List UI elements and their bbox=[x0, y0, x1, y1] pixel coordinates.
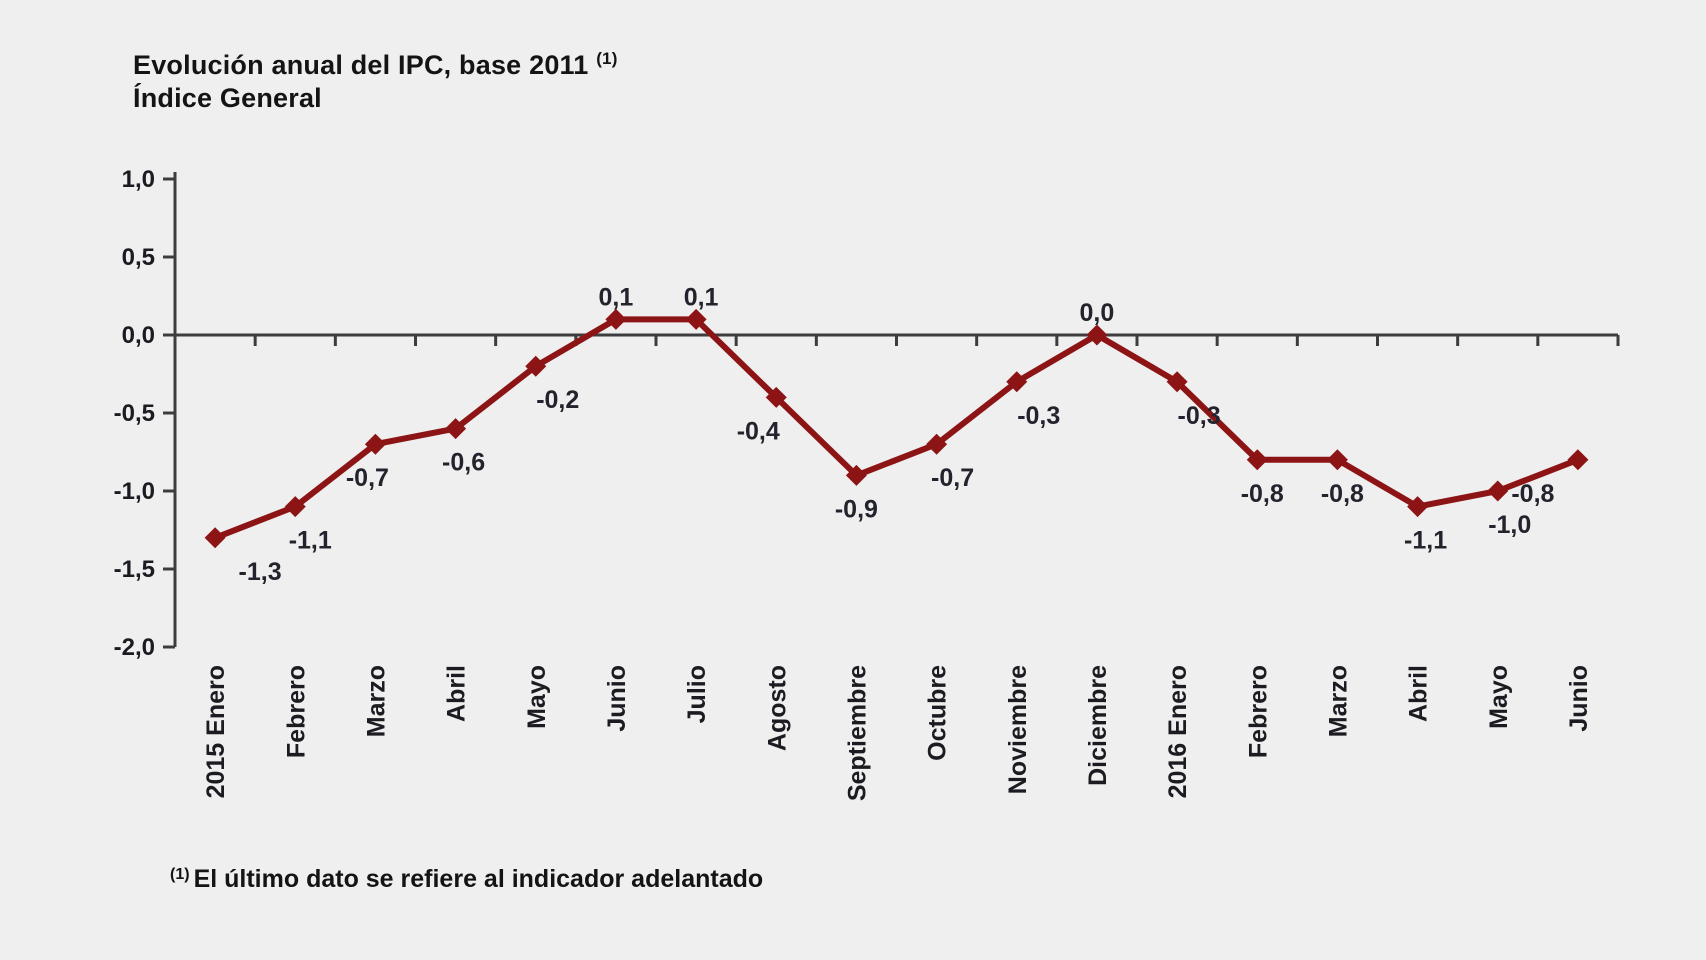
x-category-label: Octubre bbox=[924, 665, 952, 761]
data-point-marker bbox=[204, 527, 226, 549]
y-tick-label: -1,0 bbox=[114, 478, 155, 505]
data-point-label: -0,8 bbox=[1321, 480, 1364, 508]
x-category-label: 2016 Enero bbox=[1164, 665, 1192, 798]
data-point-label: -0,4 bbox=[737, 417, 780, 445]
data-point-marker bbox=[685, 308, 707, 330]
data-point-marker bbox=[525, 355, 547, 377]
data-point-label: 0,1 bbox=[599, 283, 634, 311]
data-point-marker bbox=[364, 433, 386, 455]
x-category-label: Noviembre bbox=[1004, 665, 1032, 794]
data-point-marker bbox=[1246, 449, 1268, 471]
data-point-marker bbox=[1407, 496, 1429, 518]
y-tick-label: -1,5 bbox=[114, 556, 155, 583]
data-point-label: -0,6 bbox=[442, 449, 485, 477]
x-category-label: Agosto bbox=[763, 665, 791, 751]
x-category-label: Diciembre bbox=[1084, 665, 1112, 786]
data-point-marker bbox=[845, 464, 867, 486]
data-point-label: -0,2 bbox=[536, 386, 579, 414]
data-point-marker bbox=[1326, 449, 1348, 471]
data-point-marker bbox=[926, 433, 948, 455]
x-category-labels: 2015 Enero Febrero Marzo Abril Mayo Junio Juli… bbox=[202, 665, 1593, 801]
x-category-label: Abril bbox=[443, 665, 471, 722]
x-category-label: Febrero bbox=[1244, 665, 1272, 758]
data-point-marker bbox=[605, 308, 627, 330]
data-point-marker bbox=[1567, 449, 1589, 471]
footnote-text: El último dato se refiere al indicador a… bbox=[193, 865, 764, 893]
x-category-label: Marzo bbox=[1324, 665, 1352, 737]
data-point-label: -0,3 bbox=[1017, 402, 1060, 430]
data-point-marker bbox=[1006, 371, 1028, 393]
data-point-label: -0,8 bbox=[1511, 480, 1554, 508]
data-point-marker bbox=[1086, 324, 1108, 346]
data-point-label: 0,0 bbox=[1080, 299, 1115, 327]
x-category-label: Marzo bbox=[362, 665, 390, 737]
data-point-label: -0,9 bbox=[835, 495, 878, 523]
y-tick-label: -2,0 bbox=[114, 634, 155, 661]
title-footnote-marker: (1) bbox=[596, 49, 618, 68]
data-point-label: -0,8 bbox=[1241, 480, 1284, 508]
x-category-label: Mayo bbox=[1485, 665, 1513, 729]
y-tick-label: 1,0 bbox=[122, 166, 155, 193]
data-labels: -1,3-1,1-0,7-0,6-0,20,1 0,1-0,4-0,9-0,7-0… bbox=[239, 283, 1555, 585]
y-tick-label: 0,5 bbox=[122, 244, 155, 271]
footnote-marker: (1) bbox=[170, 866, 190, 883]
data-point-marker bbox=[284, 496, 306, 518]
y-tick-label: 0,0 bbox=[122, 322, 155, 349]
series-markers bbox=[204, 308, 1589, 549]
series-line bbox=[212, 316, 1581, 541]
data-point-label: -1,3 bbox=[239, 558, 282, 586]
y-axis: 1,0 0,5 0,0 -0,5 -1,0 -1,5 -2,0 bbox=[114, 166, 177, 661]
x-category-label: Mayo bbox=[523, 665, 551, 729]
data-point-label: -0,7 bbox=[346, 464, 389, 492]
x-category-label: Febrero bbox=[282, 665, 310, 758]
chart-footnote: (1) El último dato se refiere al indicado… bbox=[170, 865, 763, 894]
data-point-label: -1,0 bbox=[1488, 511, 1531, 539]
chart-title-line1: Evolución anual del IPC, base 2011 (1) bbox=[133, 49, 618, 80]
data-point-label: -1,1 bbox=[1404, 527, 1447, 555]
x-category-label: Junio bbox=[1565, 665, 1593, 732]
data-point-label: -0,3 bbox=[1178, 402, 1221, 430]
data-point-marker bbox=[445, 418, 467, 440]
x-category-label: 2015 Enero bbox=[202, 665, 230, 798]
x-axis bbox=[173, 333, 1620, 346]
x-category-label: Septiembre bbox=[843, 665, 871, 801]
chart-title-line2: Índice General bbox=[133, 83, 322, 113]
y-tick-label: -0,5 bbox=[114, 400, 155, 427]
chart-title: Evolución anual del IPC, base 2011 (1) Í… bbox=[133, 42, 618, 115]
data-point-label: -0,7 bbox=[931, 464, 974, 492]
data-point-label: -1,1 bbox=[289, 527, 332, 555]
x-category-label: Julio bbox=[683, 665, 711, 723]
data-point-label: 0,1 bbox=[684, 283, 719, 311]
x-category-label: Abril bbox=[1405, 665, 1433, 722]
data-point-marker bbox=[1487, 480, 1509, 502]
data-point-marker bbox=[1166, 371, 1188, 393]
data-point-marker bbox=[765, 386, 787, 408]
x-category-label: Junio bbox=[603, 665, 631, 732]
